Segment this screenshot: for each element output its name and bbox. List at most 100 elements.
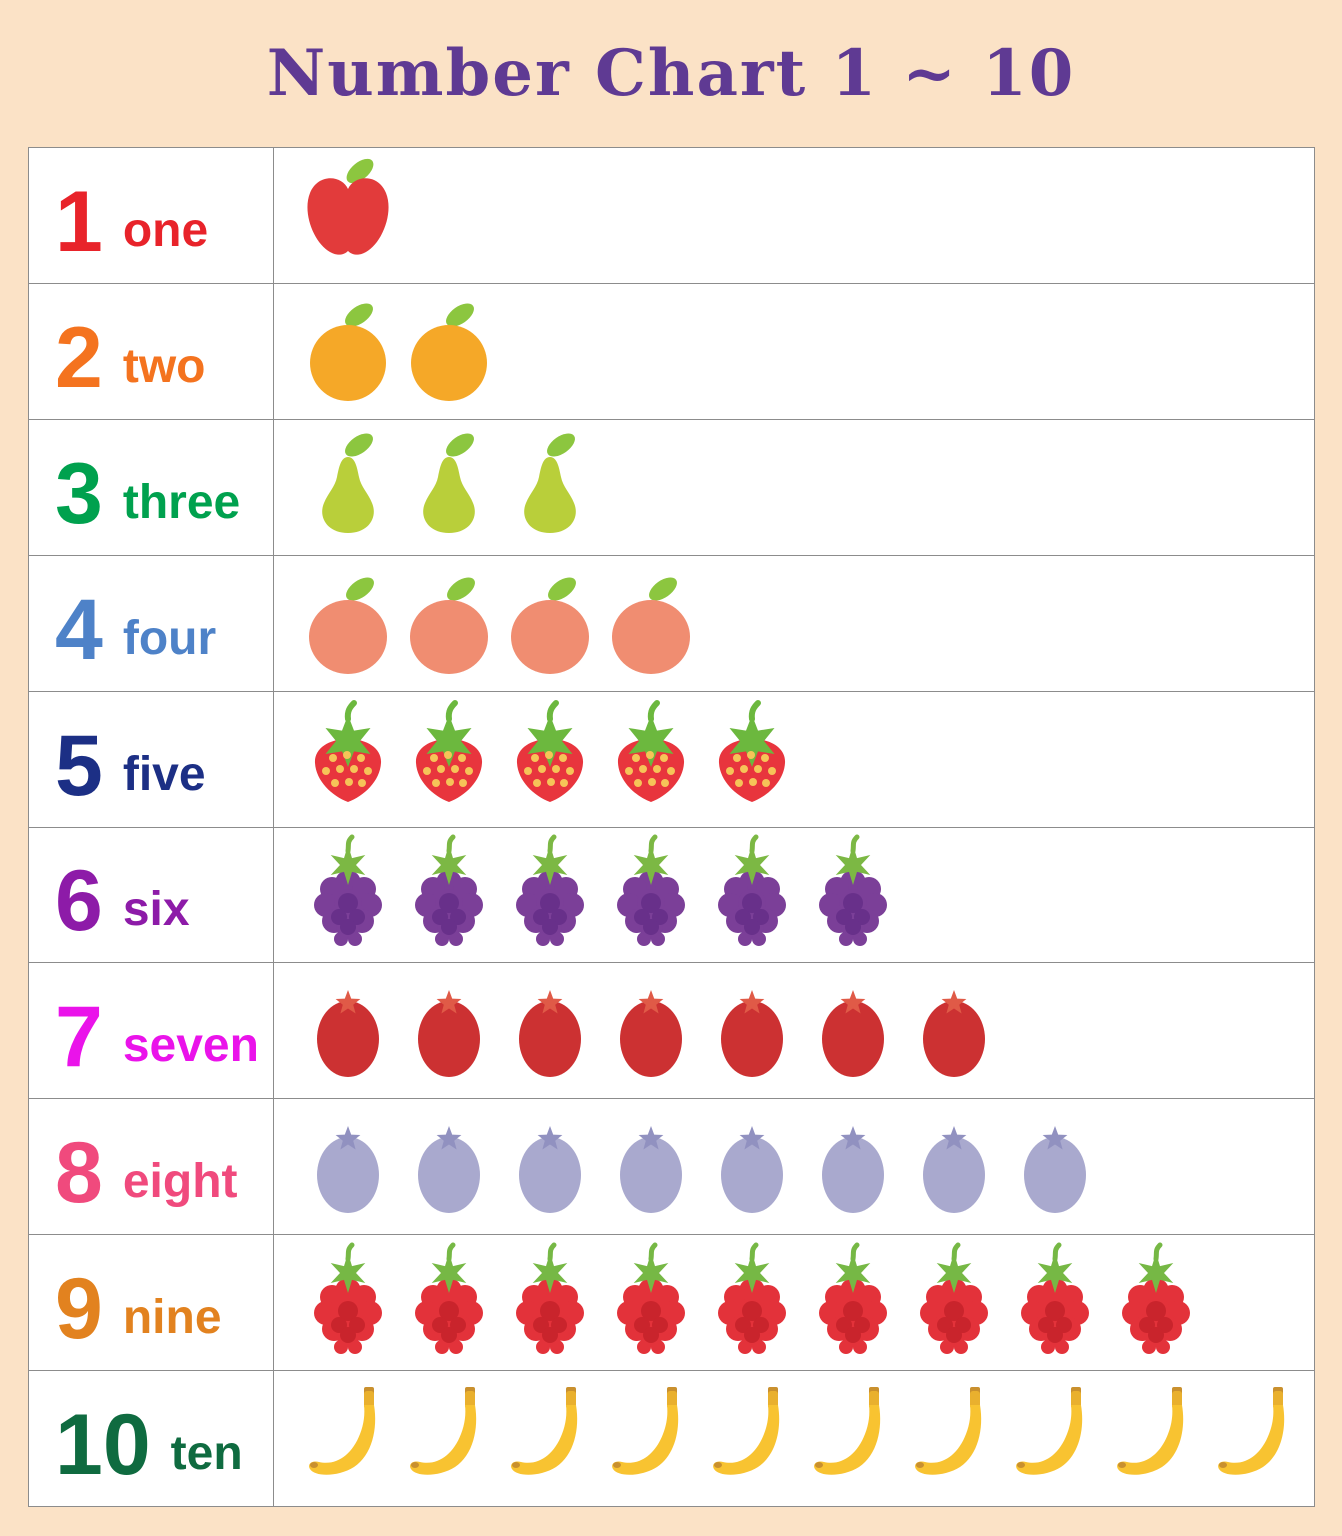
number-cell: 3 three (29, 419, 274, 555)
fruit-cell (274, 148, 1314, 283)
pear-icon (399, 426, 499, 548)
number-label: 2 (55, 309, 103, 406)
blackberry-icon (298, 834, 398, 956)
banana-icon (500, 1378, 600, 1500)
raspberry-icon (298, 1242, 398, 1364)
number-cell: 1 one (29, 148, 274, 283)
number-word-label: four (122, 611, 217, 665)
blackberry-icon (601, 834, 701, 956)
peach-icon (500, 562, 600, 684)
fruit-cell (274, 828, 1314, 963)
banana-icon (601, 1378, 701, 1500)
fruit-cell (274, 1235, 1314, 1370)
banana-icon (1207, 1378, 1307, 1500)
banana-icon (702, 1378, 802, 1500)
fruit-cell (274, 692, 1314, 827)
pear-icon (298, 426, 398, 548)
fruit-cell (274, 963, 1314, 1098)
table-row: 2 two (29, 283, 1314, 420)
blackberry-icon (500, 834, 600, 956)
number-cell: 4 four (29, 555, 274, 691)
blueberry-icon (500, 1106, 600, 1228)
number-cell: 10 ten (29, 1371, 274, 1507)
red-berry-icon (803, 970, 903, 1092)
number-cell: 2 two (29, 283, 274, 419)
banana-icon (298, 1378, 398, 1500)
table-row: 5 five (29, 691, 1314, 828)
table-row: 1 one (29, 148, 1314, 284)
number-cell: 8 eight (29, 1099, 274, 1235)
blackberry-icon (702, 834, 802, 956)
fruit-cell (274, 556, 1314, 691)
table-row: 9 nine (29, 1235, 1314, 1372)
blueberry-icon (904, 1106, 1004, 1228)
number-label: 7 (55, 989, 103, 1086)
number-word-label: ten (170, 1427, 243, 1481)
table-row: 3 three (29, 419, 1314, 556)
banana-icon (399, 1378, 499, 1500)
blackberry-icon (399, 834, 499, 956)
number-cell: 5 five (29, 691, 274, 827)
strawberry-icon (702, 698, 802, 820)
strawberry-icon (399, 698, 499, 820)
blueberry-icon (702, 1106, 802, 1228)
number-label: 9 (55, 1261, 103, 1358)
raspberry-icon (399, 1242, 499, 1364)
red-berry-icon (298, 970, 398, 1092)
table-row: 10 ten (29, 1371, 1314, 1507)
page-title: Number Chart 1 ~ 10 (266, 36, 1076, 111)
red-berry-icon (702, 970, 802, 1092)
raspberry-icon (904, 1242, 1004, 1364)
number-word-label: five (122, 747, 206, 801)
number-word-label: one (122, 203, 209, 257)
red-berry-icon (399, 970, 499, 1092)
number-chart-table: 1 one 2 two 3 three 4 four 5 five (28, 147, 1315, 1507)
orange-icon (399, 290, 499, 412)
peach-icon (601, 562, 701, 684)
number-label: 6 (55, 853, 103, 950)
raspberry-icon (1106, 1242, 1206, 1364)
pear-icon (500, 426, 600, 548)
strawberry-icon (298, 698, 398, 820)
fruit-cell (274, 1371, 1314, 1506)
apple-icon (298, 154, 398, 276)
banana-icon (904, 1378, 1004, 1500)
table-row: 4 four (29, 555, 1314, 692)
number-label: 1 (55, 173, 103, 270)
number-label: 3 (55, 445, 103, 542)
red-berry-icon (601, 970, 701, 1092)
raspberry-icon (601, 1242, 701, 1364)
number-word-label: three (122, 475, 241, 529)
blueberry-icon (298, 1106, 398, 1228)
raspberry-icon (500, 1242, 600, 1364)
strawberry-icon (500, 698, 600, 820)
number-label: 8 (55, 1125, 103, 1222)
blackberry-icon (803, 834, 903, 956)
table-row: 8 eight (29, 1099, 1314, 1236)
peach-icon (399, 562, 499, 684)
number-word-label: six (122, 883, 190, 937)
table-row: 7 seven (29, 963, 1314, 1100)
banana-icon (803, 1378, 903, 1500)
peach-icon (298, 562, 398, 684)
raspberry-icon (702, 1242, 802, 1364)
number-label: 4 (55, 581, 103, 678)
number-cell: 7 seven (29, 963, 274, 1099)
orange-icon (298, 290, 398, 412)
fruit-cell (274, 420, 1314, 555)
number-label: 5 (55, 717, 103, 814)
number-cell: 9 nine (29, 1235, 274, 1371)
red-berry-icon (904, 970, 1004, 1092)
table-row: 6 six (29, 827, 1314, 964)
blueberry-icon (399, 1106, 499, 1228)
fruit-cell (274, 1099, 1314, 1234)
blueberry-icon (1005, 1106, 1105, 1228)
raspberry-icon (803, 1242, 903, 1364)
number-word-label: two (122, 339, 206, 393)
banana-icon (1005, 1378, 1105, 1500)
banana-icon (1106, 1378, 1206, 1500)
fruit-cell (274, 284, 1314, 419)
raspberry-icon (1005, 1242, 1105, 1364)
number-word-label: nine (122, 1291, 222, 1345)
number-word-label: seven (122, 1019, 259, 1073)
